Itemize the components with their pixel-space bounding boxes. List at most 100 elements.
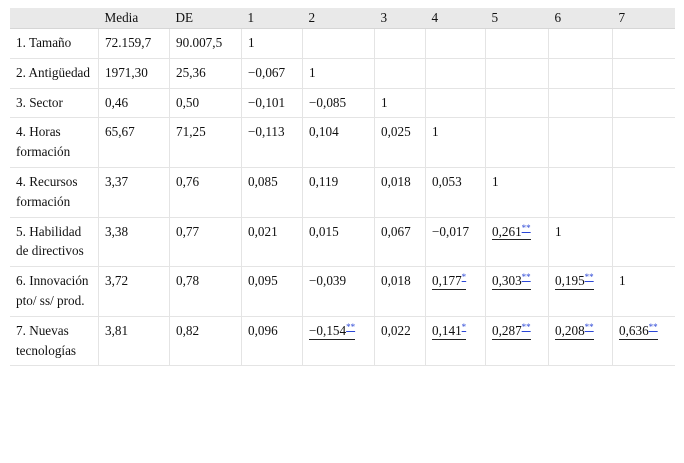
cell-value: 0,053 [432,173,462,189]
cell-value: 0,287 [492,322,522,338]
table-cell: 1971,30 [98,58,170,89]
table-cell [548,117,613,168]
table-cell: 1 [241,28,303,59]
significance-footnote-link[interactable]: ** [584,321,594,332]
table-cell [548,28,613,59]
row-label: 3. Sector [10,88,99,119]
cell-value: 1 [309,64,316,80]
table-body: 1. Tamaño 72.159,7 90.007,5 1 2. Antigüedad 1… [10,28,675,367]
row-label: 1. Tamaño [10,28,99,59]
significance-footnote-link[interactable]: ** [521,222,531,233]
table-cell: −0,101 [241,88,303,119]
table-cell: 0,096 [241,316,303,367]
cell-value: 0,021 [248,223,278,239]
table-cell [425,58,486,89]
table-cell: 1 [612,266,675,317]
table-cell [612,117,675,168]
cell-value: 0,018 [381,173,411,189]
table-cell: 0,261** [485,217,549,268]
table-cell: 0,018 [374,167,426,218]
significance-footnote-link[interactable]: * [461,321,467,332]
significance-footnote-link[interactable]: * [461,272,467,283]
cell-value: 1 [381,94,388,110]
table-cell: 0,177* [425,266,486,317]
significance-footnote-link[interactable]: ** [521,272,531,283]
table-cell: 1 [374,88,426,119]
cell-value: 0,104 [309,124,339,140]
cell-value: 72.159,7 [105,35,152,50]
significance-footnote-link[interactable]: ** [584,272,594,283]
table-cell: 0,195** [548,266,613,317]
table-cell: 0,208** [548,316,613,367]
table-cell: 1 [485,167,549,218]
table-cell: 25,36 [169,58,242,89]
table-cell [302,28,375,59]
table-row: 3. Sector 0,46 0,50 −0,101 −0,085 1 [10,88,675,119]
significant-value: −0,154** [309,321,356,341]
cell-value: 0,82 [176,322,200,338]
row-label: 4. Recursos formación [10,167,99,218]
table-cell: 3,72 [98,266,170,317]
row-label: 4. Horas formación [10,117,99,168]
table-row: 4. Horas formación 65,67 71,25 −0,113 0,104 0… [10,117,675,168]
significance-footnote-link[interactable]: ** [648,321,658,332]
cell-value: 0,018 [381,273,411,289]
cell-value: 3,38 [105,223,129,239]
cell-value: 3,37 [105,173,129,189]
cell-value: 1 [248,35,255,50]
significant-value: 0,177* [432,271,467,291]
cell-value: 65,67 [105,124,135,140]
cell-value: 1971,30 [105,64,148,80]
table-cell: 0,78 [169,266,242,317]
cell-value: 0,177 [432,273,462,289]
column-header: 2 [302,8,375,29]
column-header: 5 [485,8,549,29]
table-cell: 1 [302,58,375,89]
table-cell: 0,067 [374,217,426,268]
cell-value: 0,025 [381,124,411,140]
table-cell: 0,76 [169,167,242,218]
correlation-table: Media DE 1 2 3 4 5 6 7 1. Tamaño 72.159,7 90.007,5… [10,8,675,367]
table-cell [374,58,426,89]
table-cell: 3,38 [98,217,170,268]
table-cell: 71,25 [169,117,242,168]
cell-value: −0,039 [309,273,347,289]
table-cell [612,28,675,59]
correlation-table-container: Media DE 1 2 3 4 5 6 7 1. Tamaño 72.159,7 90.007,5… [10,8,675,367]
cell-value: −0,113 [248,124,285,140]
table-cell: −0,113 [241,117,303,168]
cell-value: 0,096 [248,322,278,338]
cell-value: 3,81 [105,322,129,338]
table-row: 6. Innovación pto/ ss/ prod. 3,72 0,78 0,09… [10,266,675,317]
significance-footnote-link[interactable]: ** [521,321,531,332]
cell-value: 0,77 [176,223,200,239]
header-row: Media DE 1 2 3 4 5 6 7 [10,8,675,29]
cell-value: 3,72 [105,273,129,289]
significance-footnote-link[interactable]: ** [346,321,356,332]
table-cell [485,58,549,89]
cell-value: 25,36 [176,64,206,80]
table-cell: 0,053 [425,167,486,218]
significant-value: 0,636** [619,321,658,341]
column-header: Media [98,8,170,29]
cell-value: −0,085 [309,94,347,110]
table-cell: 3,81 [98,316,170,367]
table-cell: 0,021 [241,217,303,268]
table-cell: 1 [425,117,486,168]
table-cell: 0,119 [302,167,375,218]
cell-value: −0,154 [309,322,347,338]
row-label: 7. Nuevas tecnologías [10,316,99,367]
column-header: DE [169,8,242,29]
significant-value: 0,303** [492,271,531,291]
significant-value: 0,261** [492,222,531,242]
cell-value: 0,78 [176,273,200,289]
table-cell [425,28,486,59]
table-cell [485,28,549,59]
table-cell: 0,104 [302,117,375,168]
significant-value: 0,195** [555,271,594,291]
cell-value: −0,017 [432,223,470,239]
table-cell: 72.159,7 [98,28,170,59]
table-cell: 0,50 [169,88,242,119]
cell-value: 1 [432,124,439,140]
cell-value: 1 [619,273,626,289]
